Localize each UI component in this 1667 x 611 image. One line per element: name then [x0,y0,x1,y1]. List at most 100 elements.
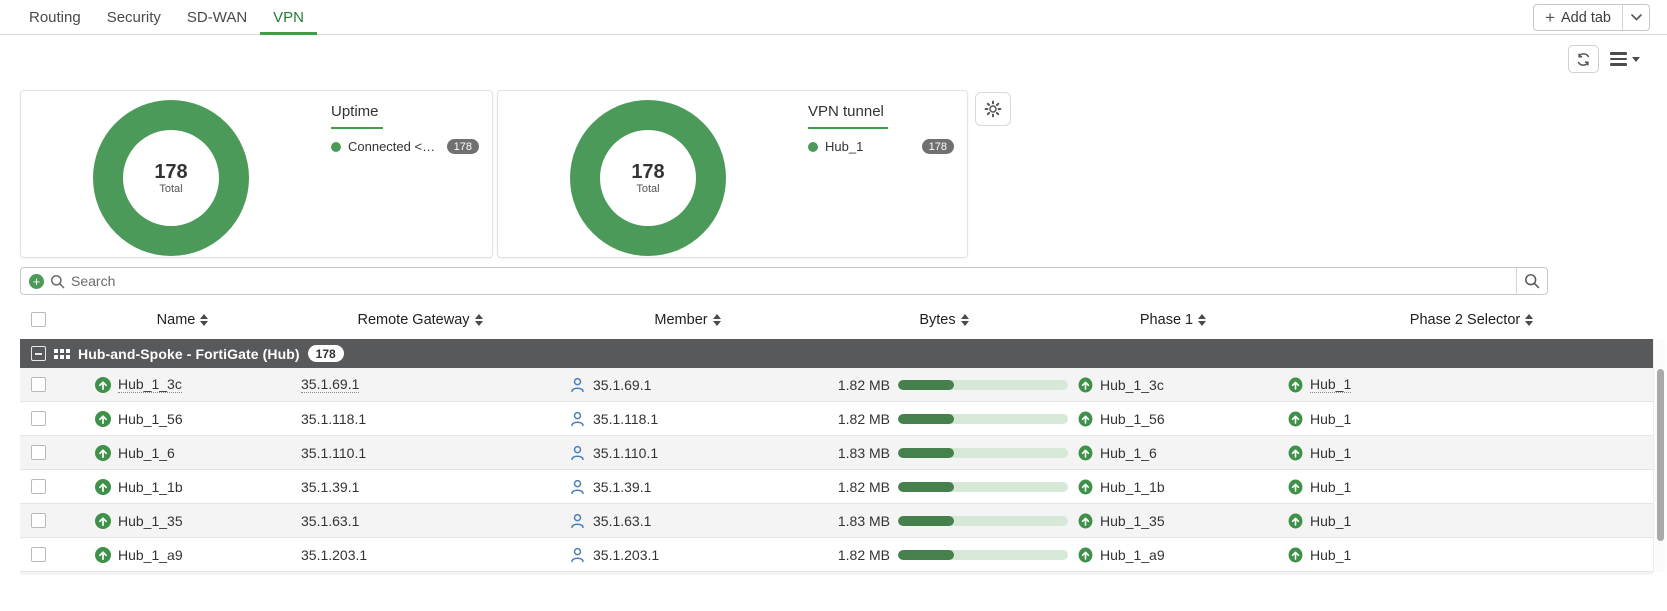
legend-color-dot [331,142,341,152]
table-row[interactable]: Hub_1_3c 35.1.69.1 35.1.69.1 1.82 MB Hub… [20,368,1653,402]
phase2-value[interactable]: Hub_1 [1310,479,1351,495]
vpn-tunnel-donut-chart[interactable]: 178 Total [570,100,726,256]
bytes-cell: 1.82 MB [820,411,1068,427]
tunnel-up-icon [95,411,111,427]
bytes-progress-bar [898,550,1068,560]
widget-settings-button[interactable] [975,92,1011,126]
bytes-value: 1.82 MB [830,377,890,393]
phase2-value[interactable]: Hub_1 [1310,547,1351,563]
phase1-value[interactable]: Hub_1_a9 [1100,547,1165,563]
bytes-cell: 1.82 MB [820,377,1068,393]
phase1-up-icon [1078,377,1093,393]
sort-icon[interactable] [961,314,969,326]
phase2-cell: Hub_1 [1278,547,1653,563]
table-row[interactable]: Hub_1_a9 35.1.203.1 35.1.203.1 1.82 MB H… [20,538,1653,572]
phase2-value[interactable]: Hub_1 [1310,513,1351,529]
search-input[interactable] [71,273,1516,289]
refresh-button[interactable] [1568,45,1599,73]
column-header-bytes[interactable]: Bytes [820,312,1068,328]
collapse-group-icon[interactable] [31,346,46,361]
row-checkbox[interactable] [31,411,46,426]
tunnel-name[interactable]: Hub_1_1b [118,479,183,495]
row-checkbox-cell [20,547,80,562]
remote-gateway-value: 35.1.39.1 [301,479,359,495]
add-tab-button[interactable]: + Add tab [1534,5,1622,30]
select-all-checkbox[interactable] [31,312,46,327]
scrollbar-thumb[interactable] [1657,369,1664,541]
member-person-icon [570,479,585,495]
search-bar: + [20,267,1548,295]
phase1-value[interactable]: Hub_1_56 [1100,411,1165,427]
tunnel-name[interactable]: Hub_1_56 [118,411,183,427]
column-header-remote-gateway[interactable]: Remote Gateway [285,312,555,328]
phase1-value[interactable]: Hub_1_6 [1100,445,1157,461]
column-header-name[interactable]: Name [80,312,285,328]
phase2-up-icon [1288,377,1303,393]
tunnel-name[interactable]: Hub_1_a9 [118,547,183,563]
plus-icon: + [1545,9,1555,26]
column-header-phase-1[interactable]: Phase 1 [1068,312,1278,328]
layout-menu-button[interactable] [1607,47,1643,71]
phase2-value[interactable]: Hub_1 [1310,376,1351,393]
search-submit-button[interactable] [1516,268,1547,294]
phase2-up-icon [1288,479,1303,495]
member-cell: 35.1.203.1 [555,547,820,563]
phase2-value[interactable]: Hub_1 [1310,411,1351,427]
member-value: 35.1.203.1 [593,547,659,563]
phase2-value[interactable]: Hub_1 [1310,445,1351,461]
uptime-donut-chart[interactable]: 178 Total [93,100,249,256]
tunnel-name[interactable]: Hub_1_35 [118,513,183,529]
phase2-up-icon [1288,547,1303,563]
partial-next-row [20,572,1653,575]
remote-gateway-value: 35.1.110.1 [301,445,366,461]
phase1-cell: Hub_1_3c [1068,377,1278,393]
table-row[interactable]: Hub_1_35 35.1.63.1 35.1.63.1 1.83 MB Hub… [20,504,1653,538]
vpn-tunnel-total-label: Total [636,183,659,195]
member-cell: 35.1.69.1 [555,377,820,393]
tunnel-up-icon [95,513,111,529]
sort-icon[interactable] [1198,314,1206,326]
tab-routing[interactable]: Routing [16,0,94,34]
add-filter-button[interactable]: + [29,274,44,289]
tab-sd-wan[interactable]: SD-WAN [174,0,260,34]
sort-icon[interactable] [200,314,208,326]
row-checkbox[interactable] [31,445,46,460]
column-header-label: Phase 2 Selector [1410,312,1520,328]
table-row[interactable]: Hub_1_1b 35.1.39.1 35.1.39.1 1.82 MB Hub… [20,470,1653,504]
sort-icon[interactable] [713,314,721,326]
bytes-value: 1.82 MB [830,411,890,427]
bytes-progress-bar [898,380,1068,390]
row-checkbox[interactable] [31,513,46,528]
row-checkbox[interactable] [31,377,46,392]
add-tab-dropdown-button[interactable] [1622,5,1649,30]
row-checkbox[interactable] [31,479,46,494]
column-header-label: Name [157,312,196,328]
phase1-up-icon [1078,411,1093,427]
tab-security[interactable]: Security [94,0,174,34]
hamburger-icon [1610,52,1627,66]
sort-icon[interactable] [1525,314,1533,326]
column-header-phase-2-selector[interactable]: Phase 2 Selector [1278,312,1665,328]
phase1-cell: Hub_1_1b [1068,479,1278,495]
bytes-progress-fill [898,482,954,492]
bytes-value: 1.83 MB [830,445,890,461]
table-row[interactable]: Hub_1_56 35.1.118.1 35.1.118.1 1.82 MB H… [20,402,1653,436]
phase2-up-icon [1288,513,1303,529]
table-group-row[interactable]: Hub-and-Spoke - FortiGate (Hub) 178 [20,339,1653,368]
table-scrollbar[interactable] [1653,339,1665,572]
phase1-value[interactable]: Hub_1_3c [1100,377,1164,393]
phase1-value[interactable]: Hub_1_1b [1100,479,1165,495]
bytes-cell: 1.82 MB [820,479,1068,495]
bytes-progress-bar [898,516,1068,526]
tunnel-name[interactable]: Hub_1_3c [118,376,182,393]
tab-vpn[interactable]: VPN [260,0,317,34]
phase1-value[interactable]: Hub_1_35 [1100,513,1165,529]
legend-count-badge: 178 [447,139,479,154]
column-header-member[interactable]: Member [555,312,820,328]
sort-icon[interactable] [475,314,483,326]
tunnel-name[interactable]: Hub_1_6 [118,445,175,461]
table-row[interactable]: Hub_1_6 35.1.110.1 35.1.110.1 1.83 MB Hu… [20,436,1653,470]
row-checkbox[interactable] [31,547,46,562]
bytes-progress-fill [898,448,954,458]
bytes-value: 1.83 MB [830,513,890,529]
